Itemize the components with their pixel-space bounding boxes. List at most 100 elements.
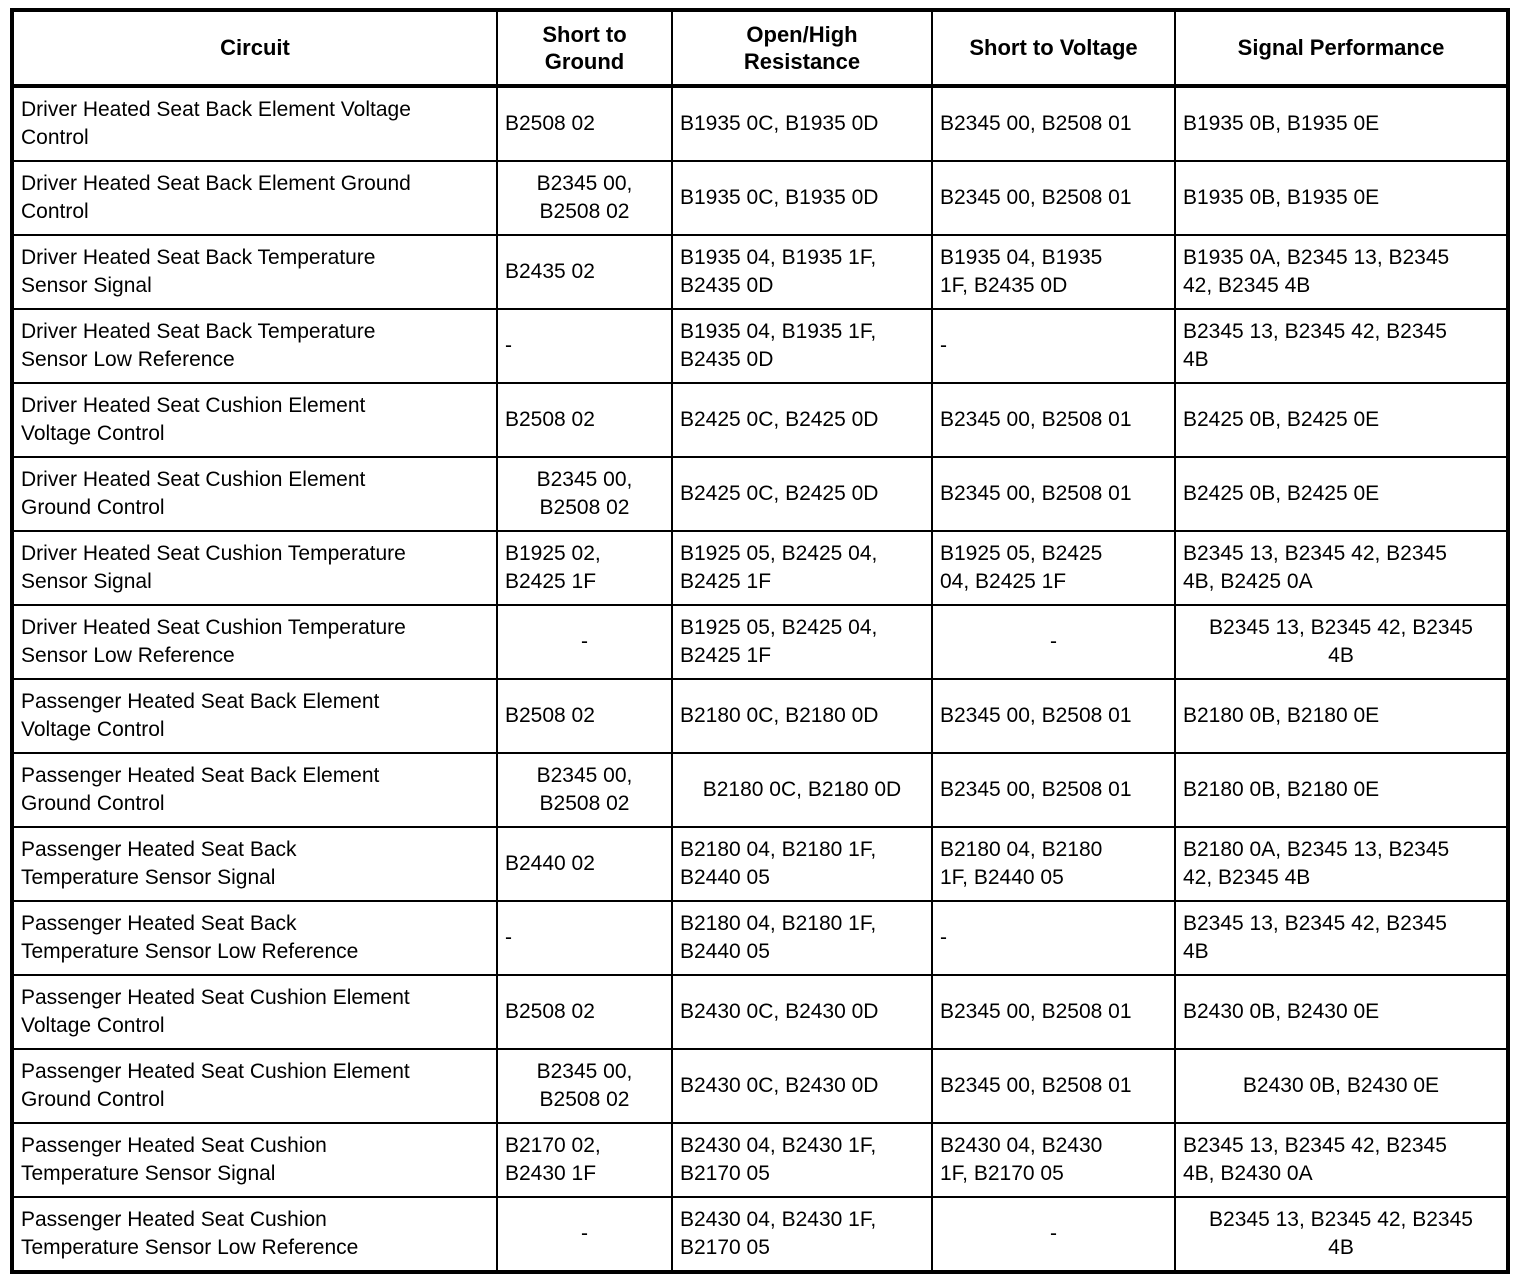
column-header-open-high-resistance: Open/High Resistance [671, 9, 933, 88]
table-row: Driver Heated Seat Cushion Temperature S… [11, 604, 1509, 680]
open-high-resistance-cell: B2430 0C, B2430 0D [671, 974, 933, 1050]
table-row: Driver Heated Seat Cushion Element Groun… [11, 456, 1509, 532]
signal-performance-cell: B2425 0B, B2425 0E [1174, 382, 1509, 458]
short-to-ground-cell: B2435 02 [496, 234, 673, 310]
table-row: Driver Heated Seat Back Element Voltage … [11, 85, 1509, 162]
signal-performance-cell: B2345 13, B2345 42, B2345 4B, B2430 0A [1174, 1122, 1509, 1198]
circuit-cell: Driver Heated Seat Back Temperature Sens… [11, 234, 498, 310]
column-header-signal-performance: Signal Performance [1174, 9, 1509, 88]
table-row: Driver Heated Seat Back Temperature Sens… [11, 234, 1509, 310]
short-to-voltage-cell: B2345 00, B2508 01 [931, 1048, 1176, 1124]
circuit-cell: Driver Heated Seat Cushion Temperature S… [11, 530, 498, 606]
table-row: Driver Heated Seat Back Temperature Sens… [11, 308, 1509, 384]
short-to-ground-cell: - [496, 308, 673, 384]
table-row: Passenger Heated Seat Cushion Element Gr… [11, 1048, 1509, 1124]
heated-seat-dtc-table: Circuit Short to Ground Open/High Resistan… [10, 8, 1510, 1274]
signal-performance-cell: B2425 0B, B2425 0E [1174, 456, 1509, 532]
short-to-voltage-cell: B2345 00, B2508 01 [931, 678, 1176, 754]
signal-performance-cell: B2345 13, B2345 42, B2345 4B [1174, 1196, 1509, 1273]
short-to-voltage-cell: B2345 00, B2508 01 [931, 752, 1176, 828]
short-to-ground-cell: B2440 02 [496, 826, 673, 902]
signal-performance-cell: B2345 13, B2345 42, B2345 4B [1174, 308, 1509, 384]
table-row: Passenger Heated Seat Cushion Temperatur… [11, 1122, 1509, 1198]
open-high-resistance-cell: B1935 04, B1935 1F, B2435 0D [671, 308, 933, 384]
circuit-cell: Passenger Heated Seat Cushion Element Vo… [11, 974, 498, 1050]
short-to-voltage-cell: - [931, 604, 1176, 680]
open-high-resistance-cell: B2180 04, B2180 1F, B2440 05 [671, 900, 933, 976]
table-row: Passenger Heated Seat Back Element Volta… [11, 678, 1509, 754]
short-to-voltage-cell: B2345 00, B2508 01 [931, 160, 1176, 236]
short-to-ground-cell: B2345 00, B2508 02 [496, 1048, 673, 1124]
short-to-ground-cell: B2170 02, B2430 1F [496, 1122, 673, 1198]
open-high-resistance-cell: B2180 0C, B2180 0D [671, 678, 933, 754]
signal-performance-cell: B2345 13, B2345 42, B2345 4B [1174, 604, 1509, 680]
circuit-cell: Driver Heated Seat Back Element Ground C… [11, 160, 498, 236]
signal-performance-cell: B2430 0B, B2430 0E [1174, 974, 1509, 1050]
table-row: Passenger Heated Seat Back Temperature S… [11, 900, 1509, 976]
short-to-ground-cell: - [496, 1196, 673, 1273]
table-row: Passenger Heated Seat Cushion Temperatur… [11, 1196, 1509, 1273]
circuit-cell: Driver Heated Seat Back Element Voltage … [11, 85, 498, 162]
short-to-ground-cell: B2508 02 [496, 382, 673, 458]
circuit-cell: Driver Heated Seat Back Temperature Sens… [11, 308, 498, 384]
circuit-cell: Driver Heated Seat Cushion Element Volta… [11, 382, 498, 458]
short-to-voltage-cell: B2430 04, B2430 1F, B2170 05 [931, 1122, 1176, 1198]
circuit-cell: Passenger Heated Seat Cushion Temperatur… [11, 1122, 498, 1198]
short-to-voltage-cell: B2345 00, B2508 01 [931, 974, 1176, 1050]
circuit-cell: Passenger Heated Seat Back Element Groun… [11, 752, 498, 828]
short-to-voltage-cell: - [931, 1196, 1176, 1273]
open-high-resistance-cell: B1935 0C, B1935 0D [671, 160, 933, 236]
signal-performance-cell: B1935 0B, B1935 0E [1174, 160, 1509, 236]
signal-performance-cell: B2345 13, B2345 42, B2345 4B, B2425 0A [1174, 530, 1509, 606]
open-high-resistance-cell: B2425 0C, B2425 0D [671, 456, 933, 532]
short-to-ground-cell: B2345 00, B2508 02 [496, 752, 673, 828]
short-to-voltage-cell: B1935 04, B1935 1F, B2435 0D [931, 234, 1176, 310]
circuit-cell: Passenger Heated Seat Back Temperature S… [11, 826, 498, 902]
short-to-ground-cell: B2508 02 [496, 85, 673, 162]
open-high-resistance-cell: B2430 04, B2430 1F, B2170 05 [671, 1122, 933, 1198]
open-high-resistance-cell: B2430 0C, B2430 0D [671, 1048, 933, 1124]
short-to-ground-cell: B2345 00, B2508 02 [496, 160, 673, 236]
circuit-cell: Passenger Heated Seat Back Element Volta… [11, 678, 498, 754]
table-row: Passenger Heated Seat Cushion Element Vo… [11, 974, 1509, 1050]
open-high-resistance-cell: B2425 0C, B2425 0D [671, 382, 933, 458]
open-high-resistance-cell: B2180 04, B2180 1F, B2440 05 [671, 826, 933, 902]
signal-performance-cell: B2430 0B, B2430 0E [1174, 1048, 1509, 1124]
short-to-voltage-cell: B2180 04, B2180 1F, B2440 05 [931, 826, 1176, 902]
short-to-voltage-cell: B2345 00, B2508 01 [931, 85, 1176, 162]
table-header: Circuit Short to Ground Open/High Resistan… [11, 9, 1509, 88]
signal-performance-cell: B1935 0B, B1935 0E [1174, 85, 1509, 162]
signal-performance-cell: B2180 0A, B2345 13, B2345 42, B2345 4B [1174, 826, 1509, 902]
table-row: Driver Heated Seat Cushion Temperature S… [11, 530, 1509, 606]
column-header-short-to-voltage: Short to Voltage [931, 9, 1176, 88]
column-header-short-to-ground: Short to Ground [496, 9, 673, 88]
table-body: Driver Heated Seat Back Element Voltage … [11, 85, 1509, 1273]
short-to-voltage-cell: B2345 00, B2508 01 [931, 382, 1176, 458]
open-high-resistance-cell: B1925 05, B2425 04, B2425 1F [671, 530, 933, 606]
table-row: Driver Heated Seat Back Element Ground C… [11, 160, 1509, 236]
short-to-ground-cell: B2508 02 [496, 678, 673, 754]
open-high-resistance-cell: B2180 0C, B2180 0D [671, 752, 933, 828]
signal-performance-cell: B2345 13, B2345 42, B2345 4B [1174, 900, 1509, 976]
table-row: Passenger Heated Seat Back Temperature S… [11, 826, 1509, 902]
circuit-cell: Driver Heated Seat Cushion Element Groun… [11, 456, 498, 532]
open-high-resistance-cell: B1935 0C, B1935 0D [671, 85, 933, 162]
table-row: Passenger Heated Seat Back Element Groun… [11, 752, 1509, 828]
short-to-ground-cell: B2508 02 [496, 974, 673, 1050]
circuit-cell: Passenger Heated Seat Cushion Temperatur… [11, 1196, 498, 1273]
table-row: Driver Heated Seat Cushion Element Volta… [11, 382, 1509, 458]
short-to-ground-cell: - [496, 900, 673, 976]
open-high-resistance-cell: B2430 04, B2430 1F, B2170 05 [671, 1196, 933, 1273]
open-high-resistance-cell: B1935 04, B1935 1F, B2435 0D [671, 234, 933, 310]
circuit-cell: Passenger Heated Seat Back Temperature S… [11, 900, 498, 976]
circuit-cell: Driver Heated Seat Cushion Temperature S… [11, 604, 498, 680]
header-row: Circuit Short to Ground Open/High Resistan… [11, 9, 1509, 88]
short-to-voltage-cell: - [931, 900, 1176, 976]
dtc-table-container: Circuit Short to Ground Open/High Resistan… [10, 8, 1510, 1274]
column-header-circuit: Circuit [11, 9, 498, 88]
short-to-ground-cell: - [496, 604, 673, 680]
short-to-voltage-cell: B1925 05, B2425 04, B2425 1F [931, 530, 1176, 606]
short-to-ground-cell: B1925 02, B2425 1F [496, 530, 673, 606]
signal-performance-cell: B1935 0A, B2345 13, B2345 42, B2345 4B [1174, 234, 1509, 310]
short-to-voltage-cell: - [931, 308, 1176, 384]
